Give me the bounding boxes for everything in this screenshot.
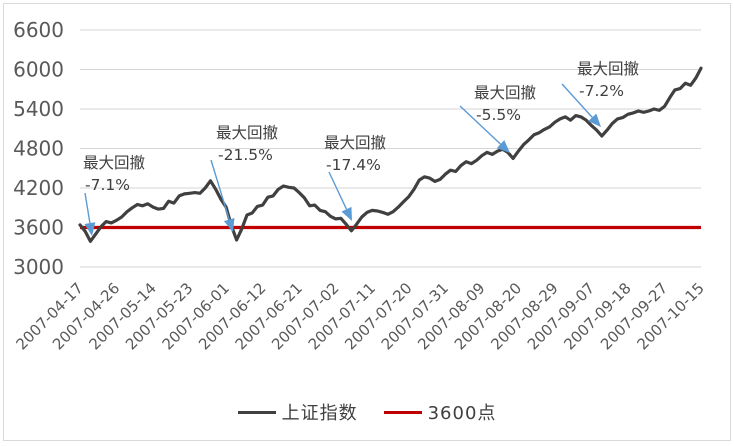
y-tick-label: 6600 — [13, 18, 64, 42]
y-tick-label: 3000 — [13, 255, 64, 279]
legend-item-index: 上证指数 — [237, 399, 358, 425]
legend-swatch-index-line — [237, 410, 276, 414]
annotation-label: 最大回撤 — [83, 154, 145, 172]
annotation-arrow-head — [588, 113, 601, 127]
y-tick-label: 5400 — [13, 97, 64, 121]
annotation-arrow-shaft — [328, 171, 348, 210]
annotation-label: 最大回撤 — [324, 134, 386, 152]
y-tick-label: 4200 — [13, 176, 64, 200]
annotation-arrow-head — [84, 222, 96, 236]
legend-item-refline: 3600点 — [383, 399, 497, 425]
legend-label-index: 上证指数 — [281, 403, 358, 424]
legend-swatch-refline — [383, 410, 422, 414]
annotation-value: -7.1% — [85, 176, 130, 194]
y-tick-label: 4800 — [13, 137, 64, 161]
annotation-arrow-shaft — [210, 159, 230, 220]
y-tick-label: 6000 — [13, 58, 64, 82]
annotation-arrow-shaft — [459, 105, 502, 145]
annotation-arrow-head — [223, 217, 235, 232]
annotation-label: 最大回撤 — [577, 60, 639, 78]
series-line-index — [78, 66, 703, 243]
annotation-value: -17.4% — [326, 156, 381, 174]
annotation-arrow-shaft — [561, 83, 593, 118]
annotation-value: -5.5% — [476, 106, 521, 124]
annotation-value: -7.2% — [579, 82, 624, 100]
annotation-value: -21.5% — [218, 146, 273, 164]
annotation-arrow-head — [341, 206, 352, 221]
legend-label-refline: 3600点 — [427, 403, 497, 424]
annotation-arrow-shaft — [84, 192, 91, 224]
annotation-arrow-head — [496, 140, 510, 153]
annotation-label: 最大回撤 — [216, 124, 278, 142]
chart-frame — [3, 3, 731, 441]
chart-legend: 上证指数 3600点 — [0, 399, 734, 425]
annotation-label: 最大回撤 — [474, 84, 536, 102]
y-tick-label: 3600 — [13, 216, 64, 240]
